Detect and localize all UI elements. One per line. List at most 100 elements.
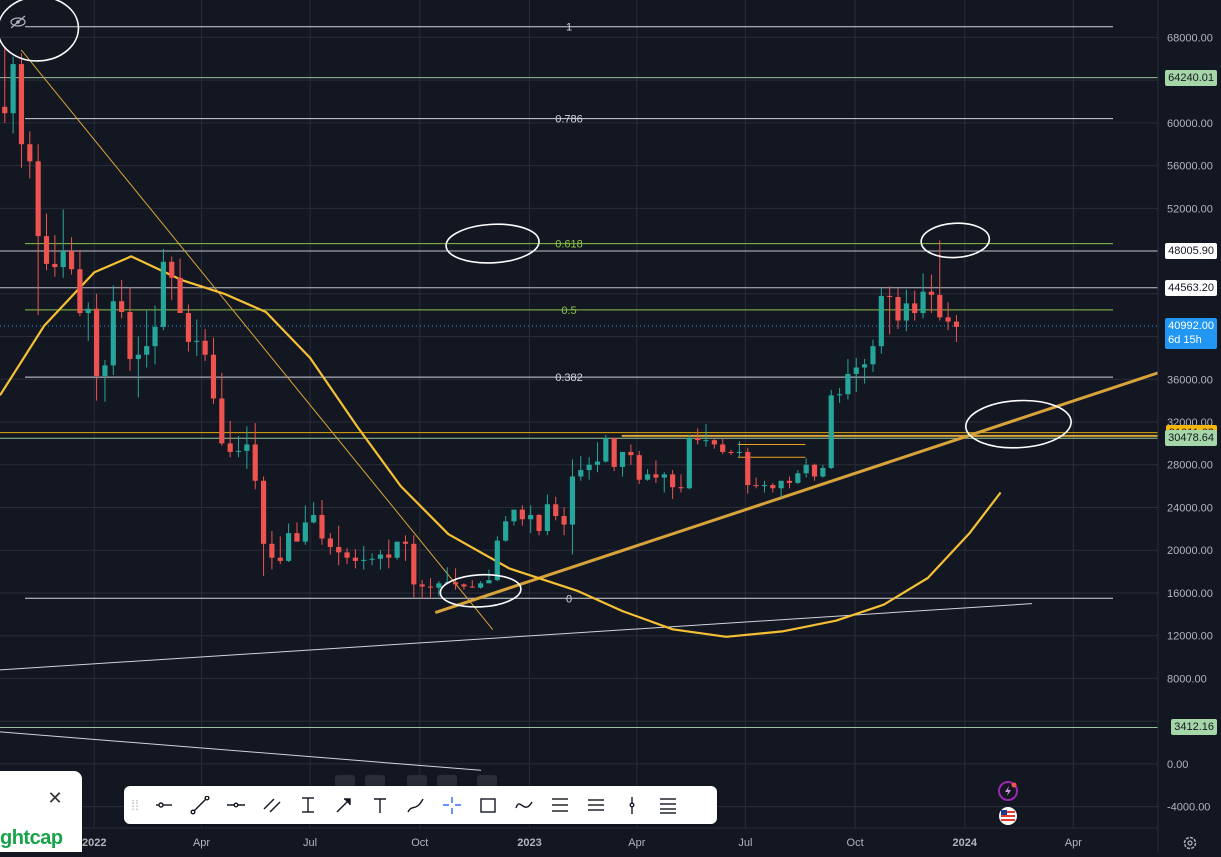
curve-icon[interactable] [506, 790, 542, 820]
rectangle-icon[interactable] [470, 790, 506, 820]
candle-body [436, 583, 442, 588]
price-tick-label: 68000.00 [1167, 32, 1213, 44]
horizontal-line-icon[interactable] [218, 790, 254, 820]
crosshair-icon[interactable] [434, 790, 470, 820]
ad-card[interactable]: ✕ ghtcap [0, 771, 82, 852]
candle-body [311, 514, 317, 523]
candle-body [811, 464, 818, 477]
candle [302, 505, 308, 545]
candle [945, 302, 951, 331]
circle-annotation [439, 573, 522, 608]
date-price-range-icon[interactable] [290, 790, 326, 820]
price-tick-label: 60000.00 [1167, 118, 1213, 130]
candle-body [402, 541, 409, 544]
trendlines[interactable] [0, 49, 1160, 771]
candle-body [27, 144, 33, 162]
candle-body [452, 582, 459, 585]
candle-body [286, 533, 292, 561]
candle [753, 477, 759, 489]
price-tick-label: 0.00 [1167, 759, 1188, 771]
time-tick-label: Apr [628, 837, 645, 849]
candle [703, 424, 709, 447]
candle [644, 469, 651, 481]
fib-retracement[interactable]: 1 0.786 0.618 0.5 0.382 0 [0, 22, 1158, 728]
price-tag: 64240.01 [1165, 69, 1217, 86]
candle [2, 48, 8, 123]
candle-body [578, 470, 584, 477]
candle [636, 450, 642, 484]
candle-body [770, 485, 776, 489]
candle [35, 144, 41, 316]
candle [795, 470, 801, 484]
candle [160, 248, 166, 331]
price-tick-label: 28000.00 [1167, 460, 1213, 472]
price-tag: 3412.16 [1171, 719, 1217, 736]
text-icon[interactable] [362, 790, 398, 820]
ellipse-annotations[interactable] [0, 0, 1072, 609]
brush-icon[interactable] [398, 790, 434, 820]
vertical-line-icon[interactable] [614, 790, 650, 820]
candle [94, 293, 100, 401]
candle-body [519, 509, 525, 520]
candle-body [845, 373, 851, 395]
candle [210, 337, 217, 404]
lightning-icon[interactable] [998, 781, 1018, 801]
chart-mini-buttons[interactable] [335, 775, 497, 789]
candle-body [828, 395, 834, 468]
price-tag: 30478.64 [1165, 430, 1217, 447]
text-lines-icon[interactable] [650, 790, 686, 820]
candle-body [594, 461, 601, 465]
candle-body [586, 464, 592, 471]
candle-body [252, 444, 258, 481]
candle [903, 289, 909, 332]
fib-level-label: 0.5 [561, 305, 576, 317]
candle [594, 442, 601, 473]
candle [803, 458, 809, 478]
price-tick-label: -4000.00 [1167, 802, 1210, 814]
candle [68, 237, 75, 275]
parallel-channel-icon[interactable] [254, 790, 290, 820]
drawing-toolbar[interactable]: ⁞⁞ [124, 786, 717, 824]
candle [670, 470, 676, 499]
candle-body [319, 514, 325, 539]
candle [394, 541, 400, 560]
settings-icon[interactable] [1183, 836, 1197, 850]
time-axis[interactable]: 2022 Apr Jul Oct 2023 Apr Jul Oct 2024 Apr [0, 827, 1158, 849]
candle [828, 389, 834, 470]
candle [144, 309, 150, 368]
candle [152, 305, 158, 365]
candle [711, 439, 717, 449]
fib-retracement-icon[interactable] [542, 790, 578, 820]
candle-body [937, 294, 943, 318]
arrow-icon[interactable] [326, 790, 362, 820]
trend-line-icon[interactable] [182, 790, 218, 820]
fib-extension-icon[interactable] [578, 790, 614, 820]
candle [469, 580, 475, 588]
candle-body [194, 340, 200, 342]
candle [870, 339, 876, 372]
candle [528, 505, 534, 534]
candle [60, 209, 66, 278]
fib-level-label: 0.618 [555, 239, 583, 251]
eye-off-icon[interactable] [10, 15, 26, 29]
candle-body [561, 516, 567, 525]
countdown-label: 6d 15h [1168, 333, 1202, 346]
drag-handle-icon[interactable]: ⁞⁞ [131, 797, 139, 813]
brand-logo-text: ghtcap [0, 827, 63, 849]
candle [878, 288, 884, 354]
candle-body [795, 473, 801, 483]
horizontal-ray-icon[interactable] [146, 790, 182, 820]
moving-average [0, 255, 1002, 638]
candle [862, 358, 868, 384]
candle [110, 285, 116, 376]
candle-body [369, 558, 375, 560]
close-icon[interactable]: ✕ [47, 788, 63, 808]
candle [377, 550, 384, 570]
candle-body [152, 326, 158, 347]
candle-body [85, 308, 91, 314]
candle [411, 535, 417, 598]
candle-body [603, 438, 609, 462]
us-flag-icon[interactable] [999, 807, 1017, 825]
